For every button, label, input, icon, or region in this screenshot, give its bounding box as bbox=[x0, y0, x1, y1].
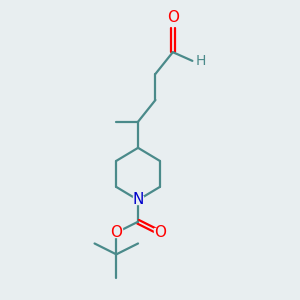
Text: O: O bbox=[167, 10, 179, 25]
Text: N: N bbox=[132, 193, 144, 208]
FancyBboxPatch shape bbox=[133, 196, 143, 204]
Text: O: O bbox=[154, 225, 166, 240]
FancyBboxPatch shape bbox=[111, 228, 122, 237]
Text: H: H bbox=[196, 54, 206, 68]
Text: O: O bbox=[110, 225, 122, 240]
FancyBboxPatch shape bbox=[154, 228, 165, 237]
